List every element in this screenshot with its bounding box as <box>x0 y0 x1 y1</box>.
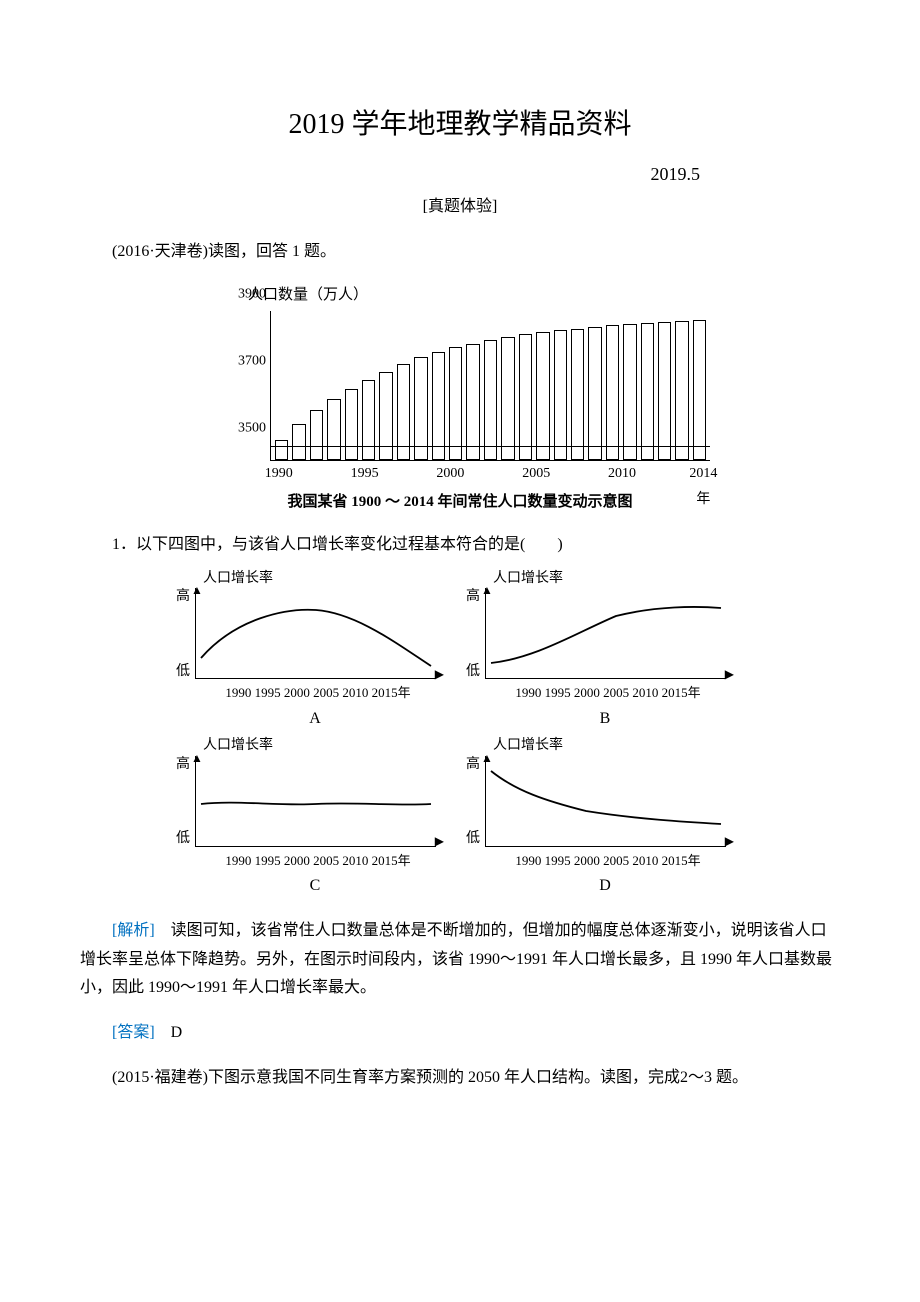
mini-high-D: 高 <box>466 752 480 777</box>
mini-high-C: 高 <box>176 752 190 777</box>
mini-svg-A <box>196 588 436 678</box>
mini-xaxis-D: 1990 1995 2000 2005 2010 2015年 <box>481 849 735 872</box>
mini-label-D: D <box>475 872 735 901</box>
mini-ytitle-D: 人口增长率 <box>493 737 735 755</box>
mini-xaxis-A: 1990 1995 2000 2005 2010 2015年 <box>191 681 445 704</box>
bar-chart-block: 人口数量（万人） 350037003900 199019952000200520… <box>80 282 840 517</box>
mini-svg-C <box>196 756 436 846</box>
bar-chart-area: 350037003900 <box>270 311 710 461</box>
mini-ytitle-A: 人口增长率 <box>203 570 445 588</box>
arrow-x-icon: ▶ <box>725 664 734 686</box>
mini-high-A: 高 <box>176 584 190 609</box>
mini-low-B: 低 <box>466 659 480 684</box>
arrow-x-icon: ▶ <box>435 831 444 853</box>
mini-label-C: C <box>185 872 445 901</box>
analysis-text: 读图可知，该省常住人口数量总体是不断增加的，但增加的幅度总体逐渐变小，说明该省人… <box>80 922 832 997</box>
arrow-x-icon: ▶ <box>725 831 734 853</box>
mini-ytitle-C: 人口增长率 <box>203 737 445 755</box>
answer: [答案] D <box>80 1019 840 1048</box>
mini-low-A: 低 <box>176 659 190 684</box>
date: 2019.5 <box>80 158 840 190</box>
page-title: 2019 学年地理教学精品资料 <box>80 100 840 150</box>
intro-text: (2016·天津卷)读图，回答 1 题。 <box>80 238 840 267</box>
mini-xaxis-C: 1990 1995 2000 2005 2010 2015年 <box>191 849 445 872</box>
bar-chart-ylabels: 350037003900 <box>218 311 266 461</box>
analysis: [解析] 读图可知，该省常住人口数量总体是不断增加的，但增加的幅度总体逐渐变小，… <box>80 917 840 1003</box>
analysis-label: [解析] <box>112 922 171 939</box>
answer-text: D <box>171 1024 183 1041</box>
next-intro: (2015·福建卷)下图示意我国不同生育率方案预测的 2050 年人口结构。读图… <box>80 1064 840 1093</box>
bar-chart-caption: 我国某省 1900 ～ 2014 年间常住人口数量变动示意图 <box>210 489 710 516</box>
answer-label: [答案] <box>112 1024 171 1041</box>
four-mini-charts: 人口增长率 高 低 ▲ ▶ 1990 1995 2000 2005 2010 2… <box>80 570 840 901</box>
question-1: 1．以下四图中，与该省人口增长率变化过程基本符合的是( ) <box>80 531 840 560</box>
section-label: [真题体验] <box>80 193 840 222</box>
mini-chart-A: 人口增长率 高 低 ▲ ▶ 1990 1995 2000 2005 2010 2… <box>185 570 445 733</box>
mini-label-A: A <box>185 705 445 734</box>
mini-chart-B: 人口增长率 高 低 ▲ ▶ 1990 1995 2000 2005 2010 2… <box>475 570 735 733</box>
mini-ytitle-B: 人口增长率 <box>493 570 735 588</box>
mini-svg-B <box>486 588 726 678</box>
mini-low-C: 低 <box>176 826 190 851</box>
arrow-x-icon: ▶ <box>435 664 444 686</box>
bar-chart-bars <box>270 311 710 461</box>
mini-chart-C: 人口增长率 高 低 ▲ ▶ 1990 1995 2000 2005 2010 2… <box>185 737 445 900</box>
bar-chart-inner-baseline <box>271 446 710 447</box>
bar-chart-ytitle: 人口数量（万人） <box>248 282 710 309</box>
mini-svg-D <box>486 756 726 846</box>
mini-xaxis-B: 1990 1995 2000 2005 2010 2015年 <box>481 681 735 704</box>
mini-low-D: 低 <box>466 826 480 851</box>
bar-chart-xlabels: 199019952000200520102014 年 <box>270 461 710 483</box>
mini-high-B: 高 <box>466 584 480 609</box>
mini-label-B: B <box>475 705 735 734</box>
mini-chart-D: 人口增长率 高 低 ▲ ▶ 1990 1995 2000 2005 2010 2… <box>475 737 735 900</box>
